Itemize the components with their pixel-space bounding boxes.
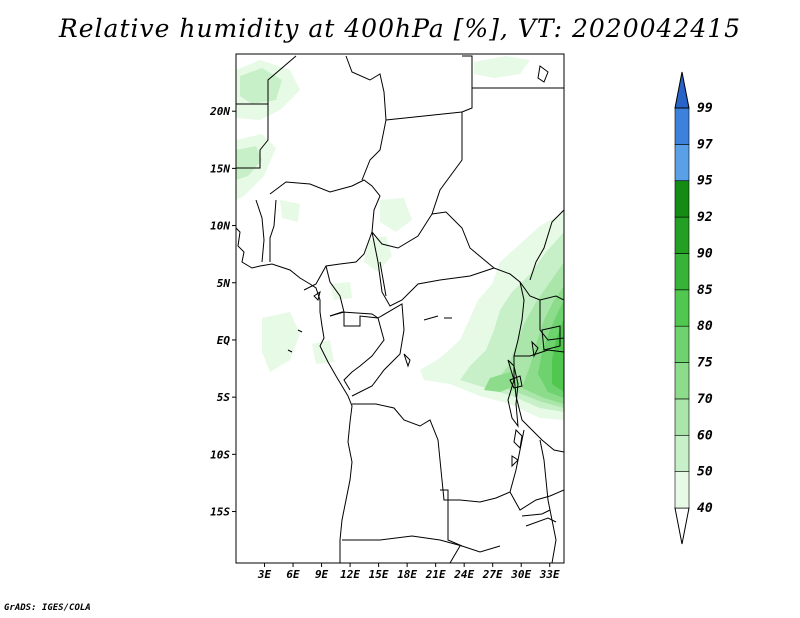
lat-label: 5N xyxy=(217,277,231,290)
country-borders xyxy=(236,55,564,563)
colorbar-label: 40 xyxy=(697,501,713,516)
lon-label: 27E xyxy=(482,568,503,581)
colorbar-label: 75 xyxy=(697,356,713,371)
lon-label: 6E xyxy=(286,568,300,581)
colorbar-segment xyxy=(674,289,690,327)
grads-credit: GrADS: IGES/COLA xyxy=(4,603,91,613)
lon-label: 15E xyxy=(369,568,389,581)
colorbar-label: 60 xyxy=(697,428,713,443)
longitude-ticks: 3E 6E 9E 12E 15E 18E 21E 24E 27E 30E 33E xyxy=(257,563,560,581)
colorbar-segment xyxy=(674,398,690,436)
colorbar: 40 50 60 70 75 80 85 90 92 95 97 99 xyxy=(674,71,713,545)
colorbar-label: 99 xyxy=(697,101,713,116)
lat-label: 15S xyxy=(210,506,230,519)
lat-label: 10N xyxy=(210,220,230,233)
lon-label: 30E xyxy=(510,568,531,581)
colorbar-label: 92 xyxy=(697,210,713,225)
lon-label: 3E xyxy=(257,568,272,581)
colorbar-segment xyxy=(674,107,690,145)
lat-label: 20N xyxy=(209,105,230,118)
map-frame xyxy=(235,53,565,564)
colorbar-segment xyxy=(674,253,690,291)
humidity-shading xyxy=(236,56,564,420)
colorbar-segment xyxy=(674,434,690,472)
lon-label: 21E xyxy=(425,568,446,581)
lon-label: 18E xyxy=(397,568,417,581)
lat-label: 10S xyxy=(210,448,230,461)
latitude-ticks: 20N 15N 10N 5N EQ 5S 10S 15S xyxy=(209,105,236,519)
colorbar-lower-triangle xyxy=(674,507,690,545)
lon-label: 9E xyxy=(315,568,329,581)
colorbar-label: 97 xyxy=(697,137,713,152)
lon-label: 12E xyxy=(340,568,360,581)
colorbar-label: 95 xyxy=(697,174,713,189)
colorbar-label: 50 xyxy=(697,465,713,480)
lon-label: 24E xyxy=(453,568,474,581)
colorbar-segment xyxy=(674,471,690,509)
colorbar-segment xyxy=(674,144,690,182)
colorbar-segment xyxy=(674,180,690,218)
colorbar-upper-triangle xyxy=(674,71,690,109)
lat-label: 15N xyxy=(210,162,230,175)
colorbar-label: 85 xyxy=(697,283,713,298)
colorbar-label: 90 xyxy=(697,246,713,261)
colorbar-segment xyxy=(674,325,690,363)
lat-label: EQ xyxy=(217,334,231,347)
lon-label: 33E xyxy=(539,568,560,581)
map-title: Relative humidity at 400hPa [%], VT: 202… xyxy=(58,14,742,43)
colorbar-label: 80 xyxy=(697,319,713,334)
colorbar-label: 70 xyxy=(697,392,713,407)
lat-label: 5S xyxy=(217,391,231,404)
colorbar-segment xyxy=(674,216,690,254)
colorbar-segment xyxy=(674,362,690,400)
